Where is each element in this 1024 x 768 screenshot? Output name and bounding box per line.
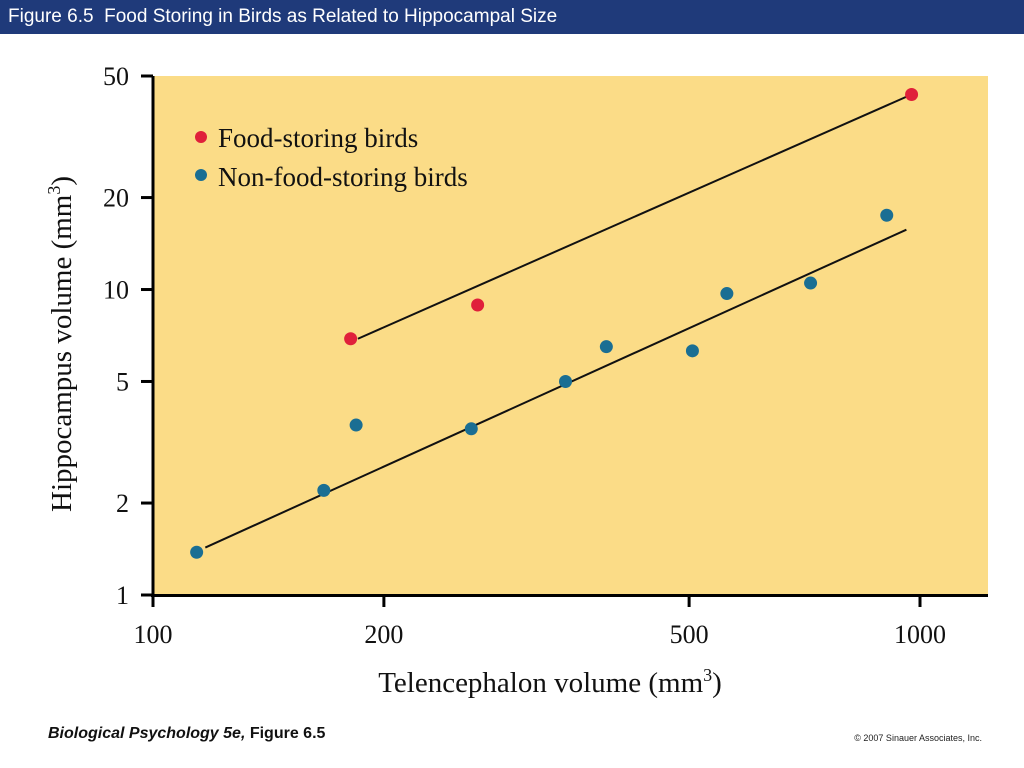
data-point-non-food-storing bbox=[880, 208, 894, 222]
legend-label-non-food-storing: Non-food-storing birds bbox=[218, 162, 468, 192]
data-point-non-food-storing bbox=[317, 483, 331, 497]
y-axis-label-text: Hippocampus volume (mm bbox=[46, 194, 78, 512]
footer-citation: Biological Psychology 5e, Figure 6.5 bbox=[48, 725, 325, 743]
y-axis-label-end: ) bbox=[46, 176, 78, 186]
x-tick-label: 200 bbox=[364, 620, 403, 649]
legend: Food-storing birds Non-food-storing bird… bbox=[195, 123, 468, 192]
y-axis-label: Hippocampus volume (mm3) bbox=[44, 176, 78, 512]
data-point-non-food-storing bbox=[349, 418, 363, 432]
data-point-non-food-storing bbox=[685, 344, 699, 358]
data-point-food-storing bbox=[471, 298, 485, 312]
legend-marker-food-storing bbox=[195, 131, 207, 143]
y-tick-label: 10 bbox=[103, 276, 129, 305]
data-point-non-food-storing bbox=[464, 422, 478, 436]
data-point-food-storing bbox=[344, 332, 358, 346]
footer-copyright: © 2007 Sinauer Associates, Inc. bbox=[854, 733, 982, 743]
data-point-non-food-storing bbox=[804, 276, 818, 290]
page-title: Figure 6.5 Food Storing in Birds as Rela… bbox=[8, 6, 558, 27]
footer-figure-label: Figure 6.5 bbox=[245, 725, 326, 742]
scatter-chart: 1 2 5 10 20 50 100 200 500 1000 Food-storing bir… bbox=[44, 62, 988, 699]
x-axis-label-text: Telencephalon volume (mm bbox=[378, 667, 703, 699]
footer-book-title: Biological Psychology 5e, bbox=[48, 725, 246, 742]
y-axis-label-sup: 3 bbox=[44, 186, 64, 195]
x-axis-label-sup: 3 bbox=[703, 665, 712, 685]
y-tick-label: 2 bbox=[116, 489, 129, 518]
x-tick-label: 1000 bbox=[894, 620, 946, 649]
trend-line-food-storing bbox=[357, 95, 909, 340]
x-tick-label: 500 bbox=[670, 620, 709, 649]
data-point-non-food-storing bbox=[190, 545, 204, 559]
plot-background bbox=[153, 76, 988, 596]
legend-marker-non-food-storing bbox=[195, 169, 207, 181]
legend-label-food-storing: Food-storing birds bbox=[218, 123, 418, 153]
x-tick-label: 100 bbox=[134, 620, 173, 649]
data-point-non-food-storing bbox=[599, 340, 613, 354]
data-point-non-food-storing bbox=[720, 287, 734, 301]
chart-container: 1 2 5 10 20 50 100 200 500 1000 Food-storing bir… bbox=[0, 34, 1024, 714]
data-point-non-food-storing bbox=[559, 374, 573, 388]
title-bar: Figure 6.5 Food Storing in Birds as Rela… bbox=[0, 0, 1024, 34]
y-tick-label: 1 bbox=[116, 581, 129, 610]
y-tick-label: 5 bbox=[116, 367, 129, 396]
x-axis-label: Telencephalon volume (mm3) bbox=[378, 665, 722, 699]
x-axis-label-end: ) bbox=[712, 667, 722, 699]
data-point-food-storing bbox=[905, 87, 919, 101]
y-tick-label: 20 bbox=[103, 184, 129, 213]
y-tick-label: 50 bbox=[103, 62, 129, 91]
